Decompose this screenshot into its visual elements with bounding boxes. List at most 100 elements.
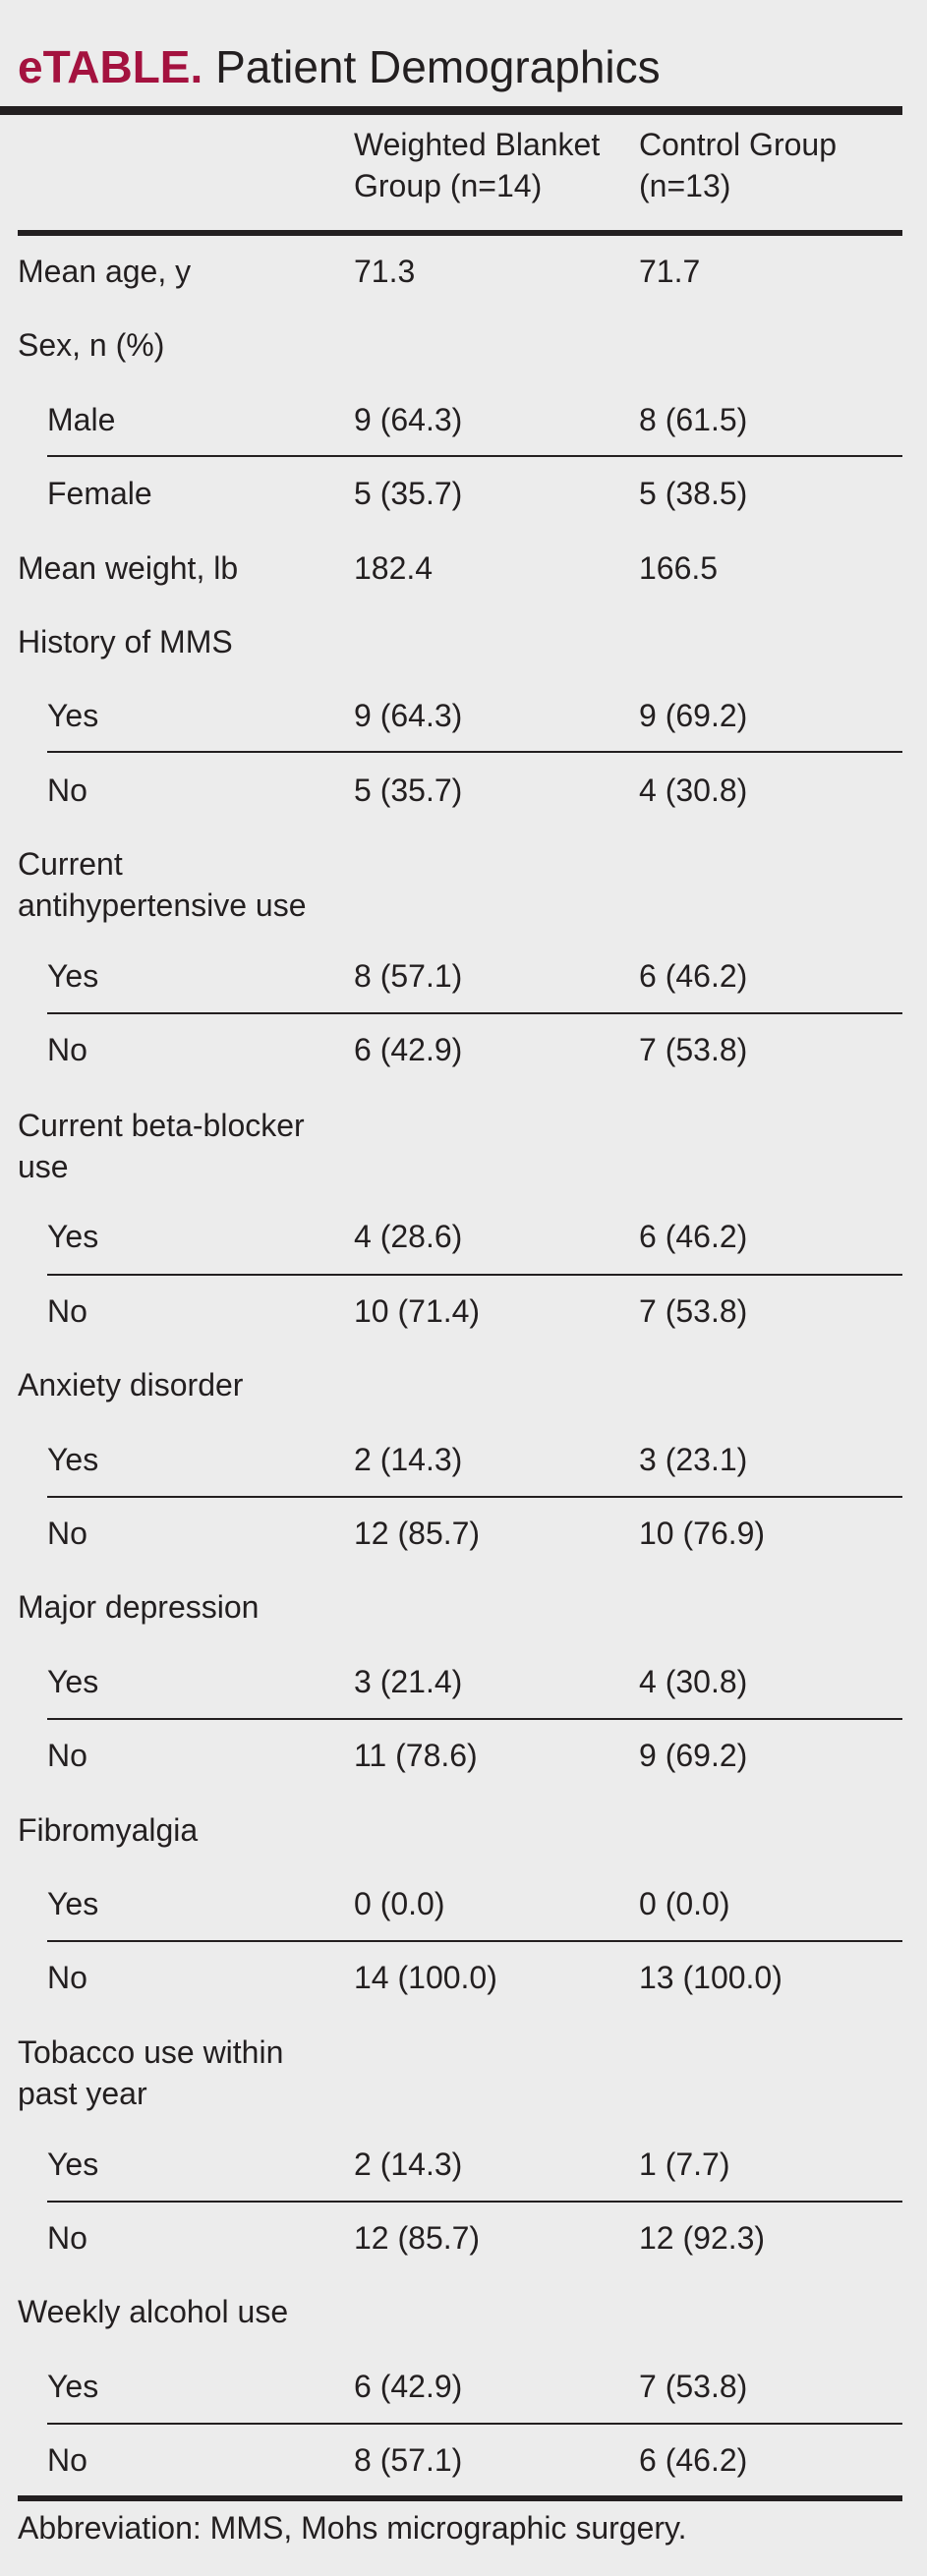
row-label-line: Weekly alcohol use — [18, 2294, 289, 2329]
cell-control: 0 (0.0) — [639, 1886, 730, 1921]
row-label: Weekly alcohol use — [18, 2291, 288, 2332]
row-label: Yes — [47, 1439, 98, 1480]
column-header-control-line2: (n=13) — [639, 168, 731, 203]
cell-weighted-blanket: 10 (71.4) — [354, 1293, 481, 1329]
top-rule — [0, 106, 902, 115]
row-label-line: History of MMS — [18, 624, 233, 659]
cell-control: 166.5 — [639, 550, 719, 586]
column-header-control: Control Group (n=13) — [639, 124, 837, 206]
cell-control: 12 (92.3) — [639, 2220, 766, 2256]
cell-weighted-blanket: 14 (100.0) — [354, 1960, 497, 1995]
row-label: Yes — [47, 1661, 98, 1702]
header-rule — [18, 230, 902, 236]
row-label-line: Current beta-blocker — [18, 1108, 305, 1143]
row-label-line: Male — [47, 402, 116, 437]
row-label: Yes — [47, 695, 98, 736]
row-label-line: No — [47, 1738, 87, 1773]
cell-weighted-blanket: 182.4 — [354, 550, 434, 586]
row-label: History of MMS — [18, 621, 233, 662]
row-label: Anxiety disorder — [18, 1364, 243, 1405]
column-header-weighted: Weighted Blanket Group (n=14) — [354, 124, 600, 206]
row-label: Tobacco use within past year — [18, 2032, 283, 2114]
row-label: No — [47, 770, 87, 811]
cell-weighted-blanket: 0 (0.0) — [354, 1886, 445, 1921]
row-label: No — [47, 1029, 87, 1070]
row-label-line: Fibromyalgia — [18, 1812, 199, 1848]
row-label: Yes — [47, 1883, 98, 1924]
row-label-line: antihypertensive use — [18, 887, 307, 923]
row-label-line: Yes — [47, 1219, 99, 1254]
row-label: Yes — [47, 955, 98, 997]
row-label: No — [47, 2439, 87, 2481]
cell-weighted-blanket: 6 (42.9) — [354, 1032, 463, 1067]
row-label: Sex, n (%) — [18, 324, 164, 366]
cell-weighted-blanket: 2 (14.3) — [354, 2147, 463, 2182]
row-label-line: Yes — [47, 958, 99, 994]
row-divider — [47, 1496, 902, 1498]
cell-weighted-blanket: 11 (78.6) — [354, 1738, 478, 1773]
table-title-text: Patient Demographics — [215, 41, 661, 92]
row-label: Mean age, y — [18, 251, 191, 292]
row-label-line: Sex, n (%) — [18, 327, 165, 363]
row-label: No — [47, 1513, 87, 1554]
row-label-line: No — [47, 1516, 87, 1551]
row-label: No — [47, 1735, 87, 1776]
row-label-line: use — [18, 1149, 69, 1184]
cell-weighted-blanket: 71.3 — [354, 254, 416, 289]
cell-control: 7 (53.8) — [639, 2369, 748, 2404]
row-label-line: Tobacco use within — [18, 2034, 284, 2070]
column-header-weighted-line2: Group (n=14) — [354, 168, 543, 203]
row-label-line: Major depression — [18, 1589, 260, 1625]
row-label-line: Yes — [47, 1886, 99, 1921]
cell-control: 5 (38.5) — [639, 476, 748, 511]
cell-control: 6 (46.2) — [639, 2442, 748, 2478]
row-label: Yes — [47, 2366, 98, 2407]
row-label-line: Mean weight, lb — [18, 550, 239, 586]
cell-control: 7 (53.8) — [639, 1032, 748, 1067]
row-label: Current antihypertensive use — [18, 843, 307, 926]
row-label-line: No — [47, 773, 87, 808]
cell-weighted-blanket: 3 (21.4) — [354, 1664, 463, 1699]
cell-weighted-blanket: 9 (64.3) — [354, 402, 463, 437]
row-label-line: Female — [47, 476, 152, 511]
cell-weighted-blanket: 2 (14.3) — [354, 1442, 463, 1477]
cell-weighted-blanket: 9 (64.3) — [354, 698, 463, 733]
cell-control: 6 (46.2) — [639, 1219, 748, 1254]
row-label-line: Yes — [47, 2369, 99, 2404]
row-label-line: Mean age, y — [18, 254, 192, 289]
row-divider — [47, 1718, 902, 1720]
cell-control: 8 (61.5) — [639, 402, 748, 437]
row-label: Male — [47, 399, 115, 440]
row-label: Yes — [47, 2144, 98, 2185]
cell-control: 7 (53.8) — [639, 1293, 748, 1329]
row-label-line: Anxiety disorder — [18, 1367, 244, 1402]
row-label-line: No — [47, 2220, 87, 2256]
column-header-weighted-line1: Weighted Blanket — [354, 127, 601, 162]
column-header-control-line1: Control Group — [639, 127, 837, 162]
row-label: Fibromyalgia — [18, 1809, 198, 1851]
row-label: No — [47, 1957, 87, 1998]
cell-control: 9 (69.2) — [639, 1738, 748, 1773]
row-label: Mean weight, lb — [18, 547, 238, 589]
row-label-line: No — [47, 2442, 87, 2478]
row-divider — [47, 455, 902, 457]
row-label: Female — [47, 473, 152, 514]
cell-control: 9 (69.2) — [639, 698, 748, 733]
row-label-line: No — [47, 1032, 87, 1067]
row-divider — [47, 2423, 902, 2425]
row-label: No — [47, 2217, 87, 2259]
row-label: No — [47, 1290, 87, 1332]
row-label-line: past year — [18, 2076, 147, 2111]
bottom-rule — [18, 2495, 902, 2501]
cell-control: 71.7 — [639, 254, 701, 289]
cell-weighted-blanket: 4 (28.6) — [354, 1219, 463, 1254]
row-label: Yes — [47, 1216, 98, 1257]
row-divider — [47, 1274, 902, 1276]
cell-weighted-blanket: 12 (85.7) — [354, 2220, 481, 2256]
cell-weighted-blanket: 12 (85.7) — [354, 1516, 481, 1551]
table-title: eTABLE. Patient Demographics — [18, 37, 661, 96]
row-label-line: Yes — [47, 1442, 99, 1477]
table-tag: eTABLE. — [18, 41, 203, 92]
cell-control: 6 (46.2) — [639, 958, 748, 994]
row-label-line: Yes — [47, 1664, 99, 1699]
